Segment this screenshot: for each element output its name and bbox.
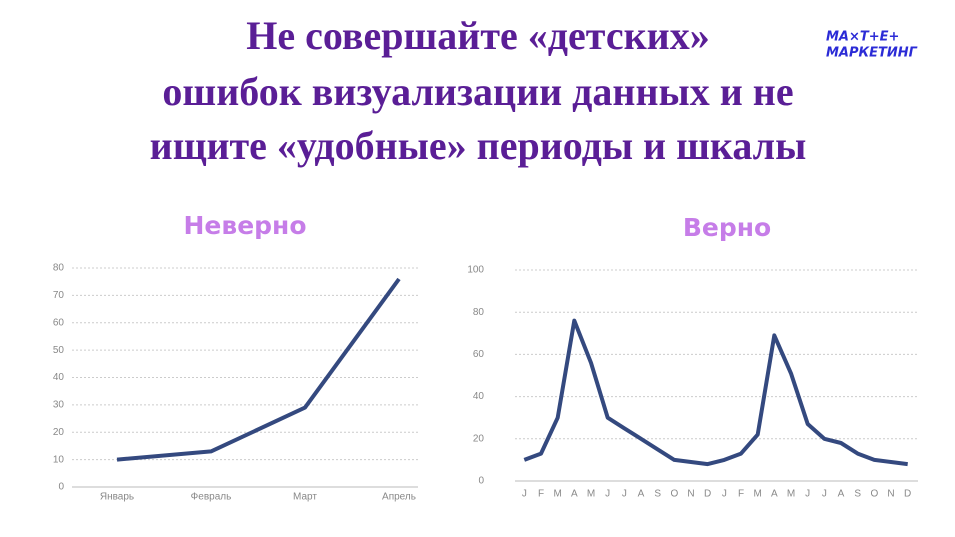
slide-title: Не совершайте «детских» [246,13,709,58]
logo: МАРКЕТИНГ [826,46,918,61]
x-tick-label: J [605,489,610,500]
y-tick-label: 20 [473,433,485,444]
x-tick-label: Март [293,492,317,503]
y-tick-label: 60 [53,317,65,328]
y-tick-label: 100 [467,265,484,276]
y-tick-label: 80 [473,307,485,318]
chart-title: Верно [683,213,771,242]
y-tick-label: 20 [53,427,65,438]
x-tick-label: J [805,489,810,500]
line [116,277,401,462]
x-tick-label: D [904,489,911,500]
y-tick-label: 0 [58,482,64,493]
x-tick-label: N [887,489,894,500]
x-tick-label: J [722,489,727,500]
x-tick-label: S [654,489,661,500]
logo: МА×Т+Е+ [826,30,899,45]
x-tick-label: J [522,489,527,500]
x-tick-label: F [738,489,744,500]
x-tick-label: F [538,489,544,500]
x-tick-label: M [787,489,795,500]
y-tick-label: 0 [478,476,484,487]
y-tick-label: 80 [53,263,65,274]
x-tick-label: Апрель [382,492,416,503]
line [523,318,908,467]
x-tick-label: M [553,489,561,500]
x-tick-label: Январь [100,492,134,503]
x-tick-label: A [771,489,778,500]
x-tick-label: A [638,489,645,500]
x-tick-label: M [587,489,595,500]
x-tick-label: O [670,489,678,500]
y-tick-label: 60 [473,349,485,360]
x-tick-label: Февраль [191,492,232,503]
slide-title: ищите «удобные» периоды и шкалы [150,123,807,168]
y-tick-label: 10 [53,454,65,465]
y-tick-label: 40 [53,372,65,383]
slide-title: ошибок визуализации данных и не [162,69,793,114]
x-tick-label: A [838,489,845,500]
x-tick-label: M [753,489,761,500]
x-tick-label: J [822,489,827,500]
y-tick-label: 50 [53,345,65,356]
x-tick-label: J [622,489,627,500]
x-tick-label: S [854,489,861,500]
y-tick-label: 30 [53,400,65,411]
x-tick-label: O [870,489,878,500]
chart-title: Неверно [184,211,307,240]
x-tick-label: A [571,489,578,500]
x-tick-label: D [704,489,711,500]
y-tick-label: 70 [53,290,65,301]
x-tick-label: N [687,489,694,500]
y-tick-label: 40 [473,391,485,402]
